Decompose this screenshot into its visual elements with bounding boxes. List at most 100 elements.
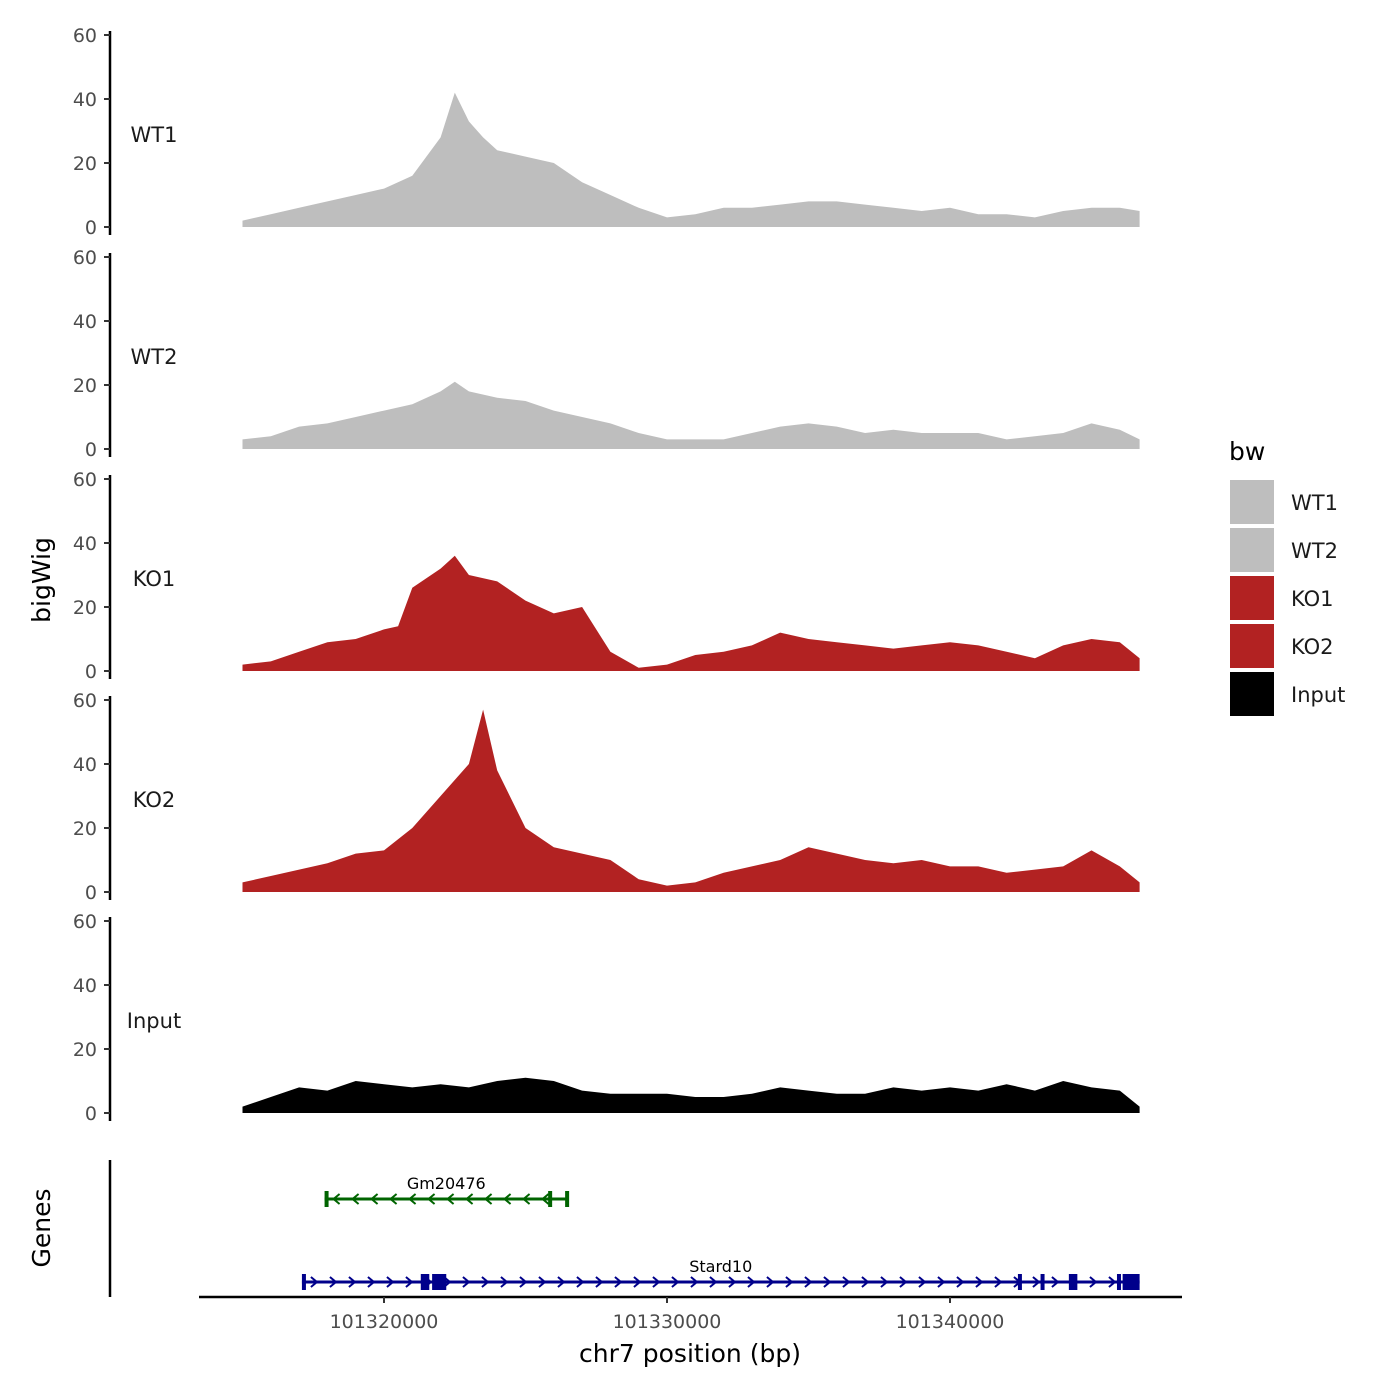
y-tick-label: 60 xyxy=(73,25,97,47)
legend-label-wt1: WT1 xyxy=(1291,491,1338,515)
strand-arrow xyxy=(329,1276,338,1288)
strand-arrow xyxy=(465,1193,474,1205)
exon-block xyxy=(1040,1274,1045,1290)
signal-area-wt1 xyxy=(242,92,1140,227)
strand-arrow xyxy=(557,1276,566,1288)
track-ko1: 0 20 40 60 KO1 xyxy=(73,469,1140,683)
strand-arrow xyxy=(1108,1276,1117,1288)
legend-label-ko2: KO2 xyxy=(1291,635,1334,659)
legend-swatch-ko2 xyxy=(1230,624,1274,668)
strand-arrow xyxy=(332,1193,341,1205)
strand-arrow xyxy=(918,1276,927,1288)
signal-area-input xyxy=(242,1077,1140,1113)
strand-arrow xyxy=(614,1276,623,1288)
strand-arrow xyxy=(823,1276,832,1288)
y-tick-label: 0 xyxy=(85,882,97,904)
strand-arrow xyxy=(652,1276,661,1288)
strand-arrow xyxy=(785,1276,794,1288)
track-label: KO2 xyxy=(133,788,176,812)
signal-area-ko1 xyxy=(242,555,1140,671)
strand-arrow xyxy=(861,1276,870,1288)
track-ko2: 0 20 40 60 KO2 xyxy=(73,690,1140,904)
strand-arrow xyxy=(538,1276,547,1288)
y-tick-label: 40 xyxy=(73,754,97,776)
strand-arrow xyxy=(709,1276,718,1288)
y-tick-label: 20 xyxy=(73,153,97,175)
legend-swatch-wt2 xyxy=(1230,528,1274,572)
y-axis-title: bigWig xyxy=(27,537,56,623)
strand-arrow xyxy=(386,1276,395,1288)
strand-arrow xyxy=(728,1276,737,1288)
y-tick-label: 40 xyxy=(73,975,97,997)
genes-axis-title: Genes xyxy=(27,1188,56,1267)
gene-stard10: Stard10 xyxy=(301,1257,1140,1290)
strand-arrow xyxy=(994,1276,1003,1288)
legend-swatch-input xyxy=(1230,672,1274,716)
y-tick-label: 40 xyxy=(73,89,97,111)
x-axis-title: chr7 position (bp) xyxy=(579,1339,801,1368)
strand-arrow xyxy=(522,1193,531,1205)
strand-arrow xyxy=(481,1276,490,1288)
strand-arrow xyxy=(348,1276,357,1288)
y-tick-label: 40 xyxy=(73,533,97,555)
track-label: Input xyxy=(127,1009,181,1033)
strand-arrow xyxy=(576,1276,585,1288)
y-tick-label: 20 xyxy=(73,1039,97,1061)
gene-track: Gm20476 Stard10 xyxy=(108,1160,1140,1297)
track-label: WT1 xyxy=(131,123,178,147)
strand-arrow xyxy=(595,1276,604,1288)
strand-arrow xyxy=(310,1276,319,1288)
exon-block xyxy=(1017,1274,1022,1290)
strand-arrow xyxy=(690,1276,699,1288)
strand-arrow xyxy=(427,1193,436,1205)
strand-arrow xyxy=(880,1276,889,1288)
exon-block xyxy=(1068,1274,1078,1290)
strand-arrow xyxy=(541,1193,550,1205)
y-tick-label: 60 xyxy=(73,469,97,491)
strand-arrow xyxy=(462,1276,471,1288)
strand-arrow xyxy=(937,1276,946,1288)
strand-arrow xyxy=(370,1193,379,1205)
strand-arrow xyxy=(503,1193,512,1205)
track-wt1: 0 20 40 60 WT1 xyxy=(73,25,1140,239)
y-tick-label: 60 xyxy=(73,690,97,712)
y-tick-label: 0 xyxy=(85,439,97,461)
strand-arrow xyxy=(899,1276,908,1288)
strand-arrow xyxy=(519,1276,528,1288)
exon-block xyxy=(420,1274,430,1290)
track-label: WT2 xyxy=(131,345,178,369)
strand-arrow xyxy=(633,1276,642,1288)
legend-label-wt2: WT2 xyxy=(1291,539,1338,563)
y-tick-label: 20 xyxy=(73,818,97,840)
strand-arrow xyxy=(1051,1276,1060,1288)
legend-label-input: Input xyxy=(1291,683,1345,707)
legend-title: bw xyxy=(1229,437,1265,466)
y-tick-label: 20 xyxy=(73,375,97,397)
strand-arrow xyxy=(389,1193,398,1205)
x-tick-label: 101330000 xyxy=(613,1311,722,1333)
strand-arrow xyxy=(408,1193,417,1205)
strand-arrow xyxy=(367,1276,376,1288)
strand-arrow xyxy=(500,1276,509,1288)
exon-block xyxy=(324,1191,329,1207)
strand-arrow xyxy=(842,1276,851,1288)
signal-area-ko2 xyxy=(242,709,1140,892)
strand-arrow xyxy=(484,1193,493,1205)
gene-name-label: Gm20476 xyxy=(407,1174,486,1193)
legend-swatch-wt1 xyxy=(1230,480,1274,524)
x-tick-label: 101320000 xyxy=(330,1311,439,1333)
y-tick-label: 40 xyxy=(73,311,97,333)
exon-block xyxy=(301,1274,306,1290)
y-tick-label: 0 xyxy=(85,1103,97,1125)
y-tick-label: 0 xyxy=(85,217,97,239)
exon-block xyxy=(432,1274,447,1290)
signal-tracks: 0 20 40 60 WT1 0 20 40 60 WT2 0 20 40 60 KO1 0 20 40 60 KO2… xyxy=(73,25,1140,1125)
strand-arrow xyxy=(1032,1276,1041,1288)
strand-arrow xyxy=(747,1276,756,1288)
exon-block xyxy=(1116,1274,1121,1290)
strand-arrow xyxy=(446,1193,455,1205)
strand-arrow xyxy=(956,1276,965,1288)
legend-swatch-ko1 xyxy=(1230,576,1274,620)
y-tick-label: 20 xyxy=(73,597,97,619)
